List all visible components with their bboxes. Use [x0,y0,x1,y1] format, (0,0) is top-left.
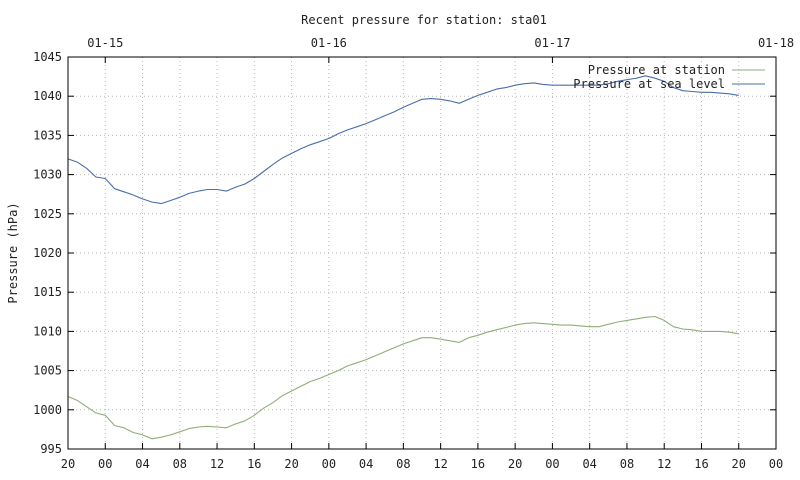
y-axis-label: Pressure (hPa) [6,202,20,303]
x-tick-label: 00 [322,457,336,471]
legend-label-1: Pressure at station [588,63,725,77]
x-tick-label: 12 [433,457,447,471]
x-tick-label: 20 [61,457,75,471]
top-tick-label: 01-17 [534,36,570,50]
grid [68,57,776,449]
series-line-1 [67,315,739,440]
x-tick-label: 12 [657,457,671,471]
top-tick-label: 01-16 [311,36,347,50]
x-tick-label: 04 [582,457,596,471]
x-tick-label: 16 [471,457,485,471]
x-tick-label: 20 [508,457,522,471]
x-tick-label: 00 [98,457,112,471]
series-line-2 [67,75,739,205]
x-tick-label: 08 [173,457,187,471]
legend-label-2: Pressure at sea level [573,77,725,91]
top-tick-label: 01-15 [87,36,123,50]
x-tick-label: 12 [210,457,224,471]
plot-frame [67,56,777,450]
y-tick-label: 1015 [33,285,62,299]
x-tick-label: 16 [694,457,708,471]
y-tick-label: 1035 [33,128,62,142]
y-tick-label: 1045 [33,50,62,64]
x-tick-label: 20 [284,457,298,471]
y-tick-label: 1005 [33,364,62,378]
x-tick-label: 00 [545,457,559,471]
y-tick-label: 1030 [33,168,62,182]
x-tick-label: 08 [396,457,410,471]
chart-title: Recent pressure for station: sta01 [301,13,547,27]
x-tick-label: 04 [359,457,373,471]
x-tick-label: 00 [769,457,783,471]
y-tick-label: 1025 [33,207,62,221]
x-tick-label: 16 [247,457,261,471]
y-tick-label: 1010 [33,324,62,338]
y-tick-label: 1020 [33,246,62,260]
x-tick-label: 04 [135,457,149,471]
y-tick-label: 995 [40,442,62,456]
y-tick-label: 1000 [33,403,62,417]
tick-layer: 995 1000 1005 1010 1015 1020 1025 1030 1035 1040 1… [33,36,794,471]
x-tick-label: 20 [732,457,746,471]
top-tick-label: 01-18 [758,36,794,50]
series-layer [67,75,739,440]
x-tick-label: 08 [620,457,634,471]
y-tick-label: 1040 [33,89,62,103]
